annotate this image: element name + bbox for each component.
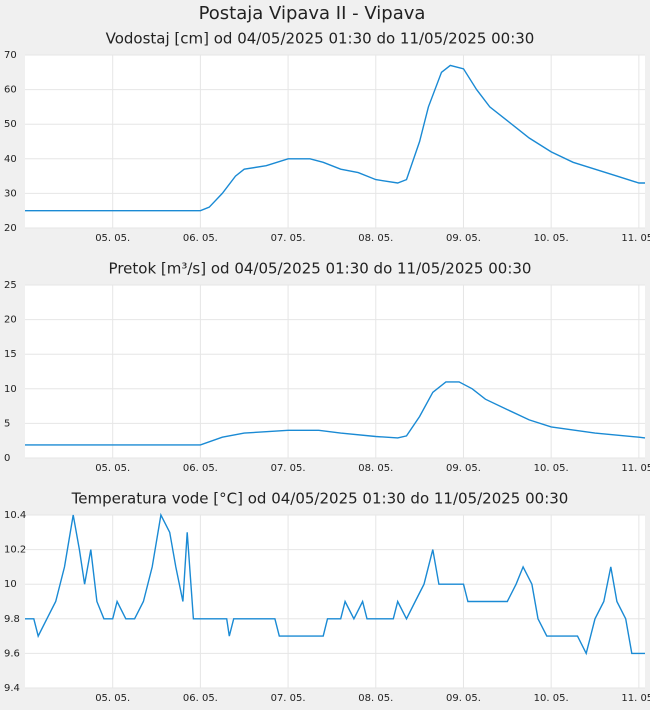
y-tick-label: 5	[4, 418, 10, 429]
y-tick-label: 40	[4, 154, 17, 165]
plot-area	[25, 515, 645, 688]
x-tick-label: 08. 05.	[358, 693, 393, 704]
y-tick-label: 9.8	[4, 614, 20, 625]
x-tick-label: 10. 05.	[534, 463, 569, 474]
y-tick-label: 70	[4, 50, 17, 61]
y-tick-label: 10.4	[4, 510, 26, 521]
x-tick-label: 11. 05.	[621, 463, 650, 474]
y-tick-label: 10	[4, 384, 17, 395]
data-line	[25, 381, 646, 446]
y-tick-label: 60	[4, 85, 17, 96]
x-tick-label: 05. 05.	[95, 463, 130, 474]
x-tick-label: 07. 05.	[271, 693, 306, 704]
x-tick-label: 11. 05.	[621, 233, 650, 244]
x-tick-label: 09. 05.	[446, 233, 481, 244]
y-tick-label: 15	[4, 349, 17, 360]
x-tick-label: 09. 05.	[446, 693, 481, 704]
data-line	[25, 512, 645, 656]
x-tick-label: 06. 05.	[183, 693, 218, 704]
y-tick-label: 10	[4, 579, 17, 590]
panel-title: Vodostaj [cm] od 04/05/2025 01:30 do 11/…	[106, 30, 535, 48]
x-tick-label: 09. 05.	[446, 463, 481, 474]
y-tick-label: 20	[4, 315, 17, 326]
panel-title: Temperatura vode [°C] od 04/05/2025 01:3…	[71, 490, 569, 508]
y-tick-label: 9.6	[4, 648, 20, 659]
x-tick-label: 11. 05.	[621, 693, 650, 704]
x-tick-label: 07. 05.	[271, 463, 306, 474]
x-tick-label: 05. 05.	[95, 233, 130, 244]
x-tick-label: 08. 05.	[358, 463, 393, 474]
y-tick-label: 25	[4, 280, 17, 291]
page-title: Postaja Vipava II - Vipava	[199, 3, 426, 24]
data-line	[25, 64, 645, 212]
y-tick-label: 9.4	[4, 683, 20, 694]
y-tick-label: 20	[4, 223, 17, 234]
y-tick-label: 30	[4, 188, 17, 199]
plot-area	[25, 55, 645, 228]
y-tick-label: 10.2	[4, 545, 26, 556]
x-tick-label: 10. 05.	[534, 693, 569, 704]
x-tick-label: 07. 05.	[271, 233, 306, 244]
x-tick-label: 06. 05.	[183, 463, 218, 474]
y-tick-label: 50	[4, 119, 17, 130]
x-tick-label: 05. 05.	[95, 693, 130, 704]
plot-area	[25, 285, 645, 458]
x-tick-label: 06. 05.	[183, 233, 218, 244]
y-tick-label: 0	[4, 453, 10, 464]
panel-title: Pretok [m³/s] od 04/05/2025 01:30 do 11/…	[109, 260, 532, 278]
x-tick-label: 10. 05.	[534, 233, 569, 244]
x-tick-label: 08. 05.	[358, 233, 393, 244]
